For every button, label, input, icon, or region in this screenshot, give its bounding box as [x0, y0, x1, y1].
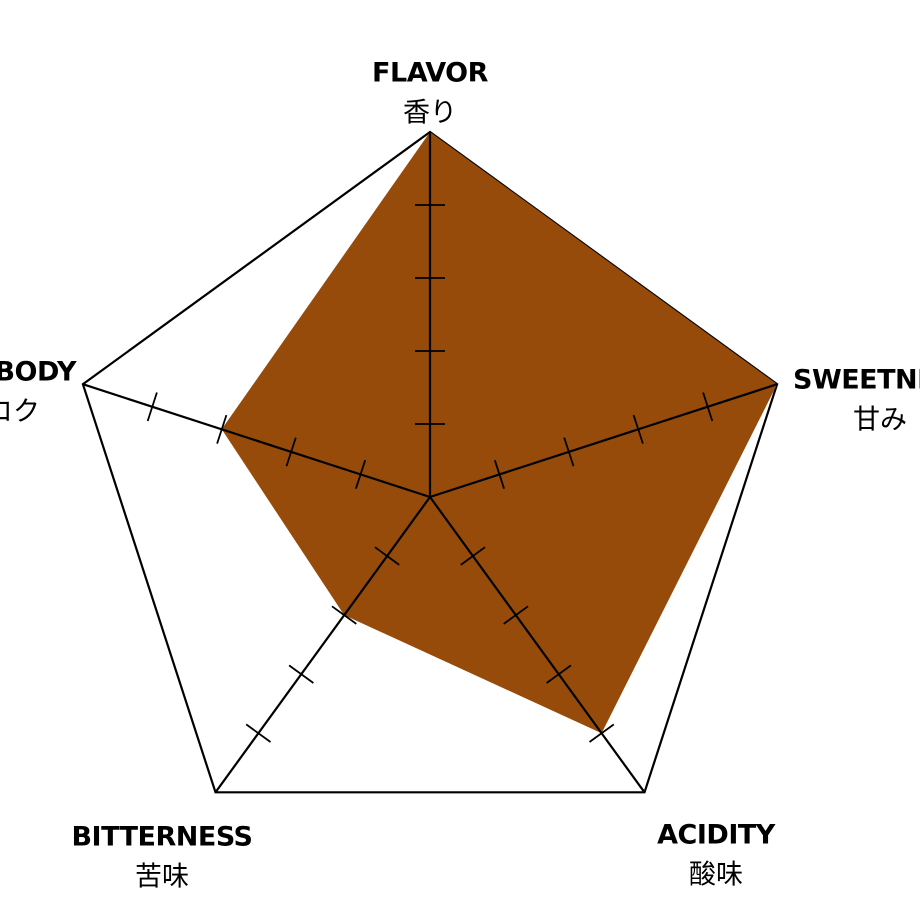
data-polygon — [221, 132, 778, 734]
tick-body-3 — [216, 414, 228, 444]
axis-label-acidity-jp: 酸味 — [689, 860, 743, 891]
tick-sweetness-4 — [702, 392, 714, 422]
axis-label-body: BODY — [0, 357, 77, 388]
axis-ticks — [146, 204, 714, 743]
axis-label-sweetness: SWEETNESS — [793, 365, 920, 396]
axis-label-acidity: ACIDITY — [657, 820, 776, 851]
axis-label-body-jp: コク — [0, 397, 40, 428]
axis-spoke-sweetness — [429, 383, 778, 499]
tick-body-4 — [146, 392, 158, 422]
tick-sweetness-3 — [632, 414, 644, 444]
axis-label-flavor-jp: 香り — [403, 98, 457, 129]
axis-label-bitterness-jp: 苦味 — [135, 862, 189, 893]
tick-sweetness-1 — [493, 459, 505, 489]
tick-bitterness-4 — [245, 723, 272, 743]
axis-spoke-body — [82, 383, 431, 499]
tick-acidity-3 — [546, 664, 572, 684]
tick-sweetness-2 — [563, 437, 575, 467]
tick-bitterness-3 — [288, 664, 314, 684]
axis-label-bitterness: BITTERNESS — [71, 822, 252, 853]
tick-body-2 — [285, 437, 297, 467]
axis-spoke-bitterness — [214, 496, 431, 793]
axis-labels: FLAVOR 香り SWEETNESS 甘み ACIDITY 酸味 BITTERNESS 苦味… — [0, 58, 920, 893]
tick-acidity-4 — [588, 723, 615, 743]
tick-bitterness-1 — [374, 546, 400, 566]
axis-label-flavor: FLAVOR — [372, 58, 489, 89]
axis-label-sweetness-jp: 甘み — [853, 405, 907, 436]
tick-body-1 — [355, 459, 367, 489]
tick-acidity-1 — [460, 546, 486, 566]
tick-bitterness-2 — [331, 605, 357, 625]
axis-spoke-acidity — [429, 496, 646, 793]
tick-acidity-2 — [503, 605, 529, 625]
axis-spokes — [82, 132, 778, 793]
